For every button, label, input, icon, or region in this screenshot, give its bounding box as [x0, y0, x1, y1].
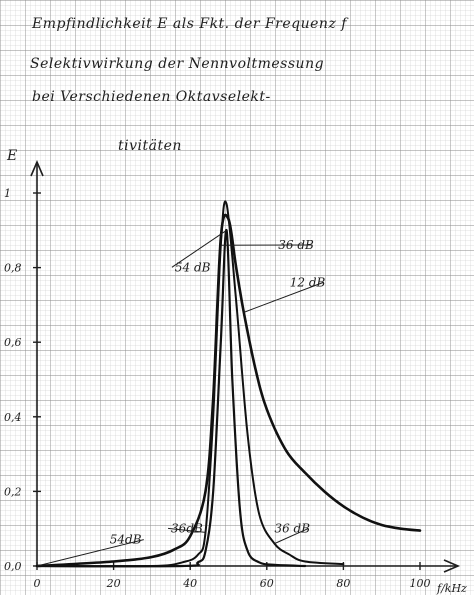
x-tick-label: 20 [106, 577, 121, 590]
curve-label: 36 dB [274, 521, 310, 535]
title-line-2: Selektivwirkung der Nennvoltmessung [30, 56, 324, 72]
label-leader-line [36, 539, 144, 567]
curve-12db [35, 213, 422, 568]
chart-title: Empfindlichkeit E als Fkt. der Frequenz … [30, 16, 349, 154]
x-tick-label: 100 [410, 577, 431, 590]
y-tick-label: 1 [4, 187, 11, 200]
label-leader-line [167, 527, 206, 533]
label-leader-line [243, 281, 324, 313]
title-line-3: bei Verschiedenen Oktavselekt- [32, 89, 271, 105]
curve-label: 54 dB [175, 260, 211, 274]
y-tick-label: 0,4 [4, 411, 22, 424]
curves [35, 200, 422, 568]
curve-label: 12 dB [290, 275, 326, 289]
y-tick-label: 0,0 [4, 560, 22, 573]
x-tick-label: 0 [34, 577, 41, 590]
curve-label: 54dB [110, 533, 142, 547]
x-axis-arrow [443, 559, 461, 573]
curve-label: 36dB [171, 521, 203, 535]
title-line-1: Empfindlichkeit E als Fkt. der Frequenz … [31, 16, 349, 32]
curve-54db [35, 229, 307, 568]
curve-36db [36, 200, 345, 568]
label-leader-line [171, 229, 227, 268]
y-tick-label: 0,8 [4, 262, 22, 275]
title-line-4: tivitäten [118, 138, 182, 154]
y-tick-label: 0,6 [4, 336, 22, 349]
x-axis-label: f/kHz [436, 582, 467, 595]
x-tick-label: 60 [260, 577, 274, 590]
y-axis-label: E [6, 148, 17, 164]
axis-ticks: 0 20 40 60 80 100 0,0 0,2 0,4 0,6 0,8 1 [4, 187, 431, 590]
label-leader-line [274, 527, 309, 545]
x-tick-label: 40 [182, 577, 197, 590]
x-tick-label: 80 [336, 577, 350, 590]
y-axis-arrow [30, 159, 44, 177]
y-tick-label: 0,2 [4, 485, 22, 498]
y-axis: E [6, 148, 44, 566]
